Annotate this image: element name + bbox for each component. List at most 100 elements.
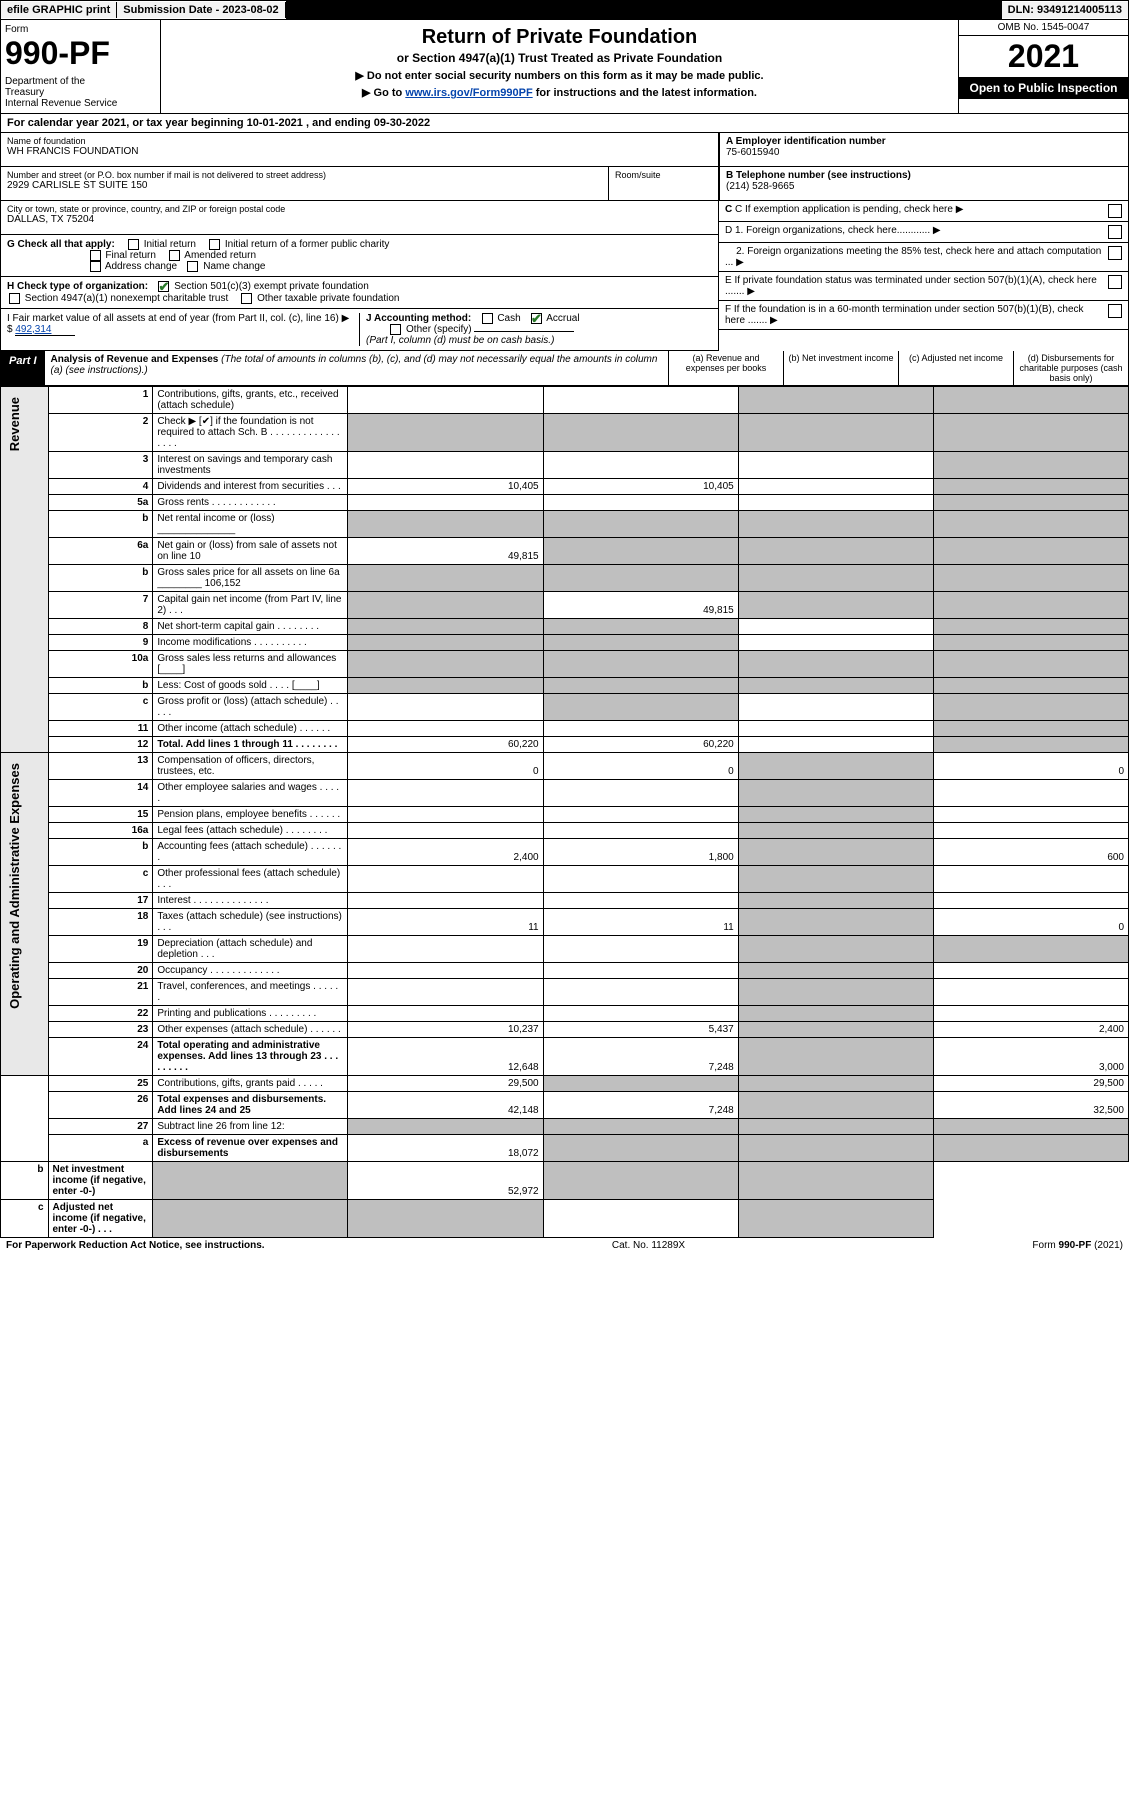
table-row: bGross sales price for all assets on lin…	[1, 564, 1129, 591]
table-row: 12Total. Add lines 1 through 11 . . . . …	[1, 736, 1129, 752]
d2-row: 2. Foreign organizations meeting the 85%…	[719, 243, 1128, 272]
501c3-checkbox[interactable]	[158, 281, 169, 292]
row-desc: Gross rents . . . . . . . . . . . .	[153, 494, 348, 510]
col-a-hdr: (a) Revenue and expenses per books	[668, 351, 783, 385]
row-desc: Gross sales price for all assets on line…	[153, 564, 348, 591]
note-1: ▶ Do not enter social security numbers o…	[167, 69, 952, 82]
row-num: 10a	[48, 650, 153, 677]
row-val-a: 60,220	[348, 736, 543, 752]
row-val-b	[543, 634, 738, 650]
row-val-dd	[738, 1161, 933, 1199]
d1-row: D 1. Foreign organizations, check here..…	[719, 222, 1128, 243]
row-val-a	[348, 677, 543, 693]
row-val-a	[348, 451, 543, 478]
row-val-b	[543, 779, 738, 806]
row-num: 3	[48, 451, 153, 478]
row-val-b	[543, 1005, 738, 1021]
row-desc: Income modifications . . . . . . . . . .	[153, 634, 348, 650]
other-method-checkbox[interactable]	[390, 324, 401, 335]
row-val-a: 49,815	[348, 537, 543, 564]
table-row: Revenue1Contributions, gifts, grants, et…	[1, 386, 1129, 413]
col-b-hdr: (b) Net investment income	[783, 351, 898, 385]
row-num: 17	[48, 892, 153, 908]
table-row: 15Pension plans, employee benefits . . .…	[1, 806, 1129, 822]
row-val-a	[348, 591, 543, 618]
d1-checkbox[interactable]	[1108, 225, 1122, 239]
other-taxable-checkbox[interactable]	[241, 293, 252, 304]
table-row: 24Total operating and administrative exp…	[1, 1037, 1129, 1075]
row-val-a	[348, 779, 543, 806]
row-val-c	[738, 935, 933, 962]
row-val-dd	[738, 1199, 933, 1237]
form-number: 990-PF	[5, 35, 156, 72]
row-num: 18	[48, 908, 153, 935]
row-val-dd: 600	[933, 838, 1128, 865]
d2-checkbox[interactable]	[1108, 246, 1122, 260]
form-word: Form	[5, 24, 156, 35]
row-val-b: 11	[543, 908, 738, 935]
row-val-dd	[933, 720, 1128, 736]
row-num: 14	[48, 779, 153, 806]
initial-former-checkbox[interactable]	[209, 239, 220, 250]
address-change-checkbox[interactable]	[90, 261, 101, 272]
row-num: 9	[48, 634, 153, 650]
row-val-a	[348, 962, 543, 978]
form-subtitle: or Section 4947(a)(1) Trust Treated as P…	[167, 51, 952, 65]
name-change-checkbox[interactable]	[187, 261, 198, 272]
row-val-dd	[933, 1005, 1128, 1021]
c-checkbox[interactable]	[1108, 204, 1122, 218]
initial-return-checkbox[interactable]	[128, 239, 139, 250]
i-fmv: I Fair market value of all assets at end…	[7, 313, 360, 346]
row-num: 15	[48, 806, 153, 822]
amended-return-checkbox[interactable]	[169, 250, 180, 261]
table-row: 9Income modifications . . . . . . . . . …	[1, 634, 1129, 650]
row-val-c	[738, 494, 933, 510]
row-desc: Legal fees (attach schedule) . . . . . .…	[153, 822, 348, 838]
row-num: 6a	[48, 537, 153, 564]
row-val-c	[738, 908, 933, 935]
row-val-dd: 0	[933, 752, 1128, 779]
row-desc: Net short-term capital gain . . . . . . …	[153, 618, 348, 634]
row-desc: Pension plans, employee benefits . . . .…	[153, 806, 348, 822]
dln-label: DLN: 93491214005113	[1002, 2, 1128, 18]
final-return-checkbox[interactable]	[90, 250, 101, 261]
row-val-b	[543, 978, 738, 1005]
row-num: 25	[48, 1075, 153, 1091]
row-desc: Taxes (attach schedule) (see instruction…	[153, 908, 348, 935]
row-num: b	[48, 510, 153, 537]
header-right: OMB No. 1545-0047 2021 Open to Public In…	[958, 20, 1128, 113]
table-row: 7Capital gain net income (from Part IV, …	[1, 591, 1129, 618]
row-desc: Contributions, gifts, grants paid . . . …	[153, 1075, 348, 1091]
row-val-a	[348, 892, 543, 908]
row-val-a	[348, 822, 543, 838]
4947a1-checkbox[interactable]	[9, 293, 20, 304]
row-val-b	[543, 650, 738, 677]
row-val-b: 7,248	[543, 1091, 738, 1118]
row-val-b: 7,248	[543, 1037, 738, 1075]
address-cell: Number and street (or P.O. box number if…	[0, 167, 608, 201]
top-bar: efile GRAPHIC print Submission Date - 20…	[0, 0, 1129, 20]
f-checkbox[interactable]	[1108, 304, 1122, 318]
row-val-c	[738, 892, 933, 908]
row-val-b	[543, 618, 738, 634]
row-val-a: 0	[348, 752, 543, 779]
table-row: 14Other employee salaries and wages . . …	[1, 779, 1129, 806]
row-num: b	[1, 1161, 49, 1199]
row-val-a: 42,148	[348, 1091, 543, 1118]
row-desc: Other income (attach schedule) . . . . .…	[153, 720, 348, 736]
row-val-c	[738, 650, 933, 677]
row-val-dd	[933, 806, 1128, 822]
table-row: 17Interest . . . . . . . . . . . . . .	[1, 892, 1129, 908]
table-row: 22Printing and publications . . . . . . …	[1, 1005, 1129, 1021]
e-checkbox[interactable]	[1108, 275, 1122, 289]
row-val-a: 11	[348, 908, 543, 935]
accrual-checkbox[interactable]	[531, 313, 542, 324]
cash-checkbox[interactable]	[482, 313, 493, 324]
fmv-value[interactable]: 492,314	[15, 324, 75, 336]
table-row: 19Depreciation (attach schedule) and dep…	[1, 935, 1129, 962]
row-val-c	[738, 510, 933, 537]
row-val-c	[738, 537, 933, 564]
row-val-a: 29,500	[348, 1075, 543, 1091]
irs-link[interactable]: www.irs.gov/Form990PF	[405, 87, 532, 99]
row-val-a	[348, 634, 543, 650]
